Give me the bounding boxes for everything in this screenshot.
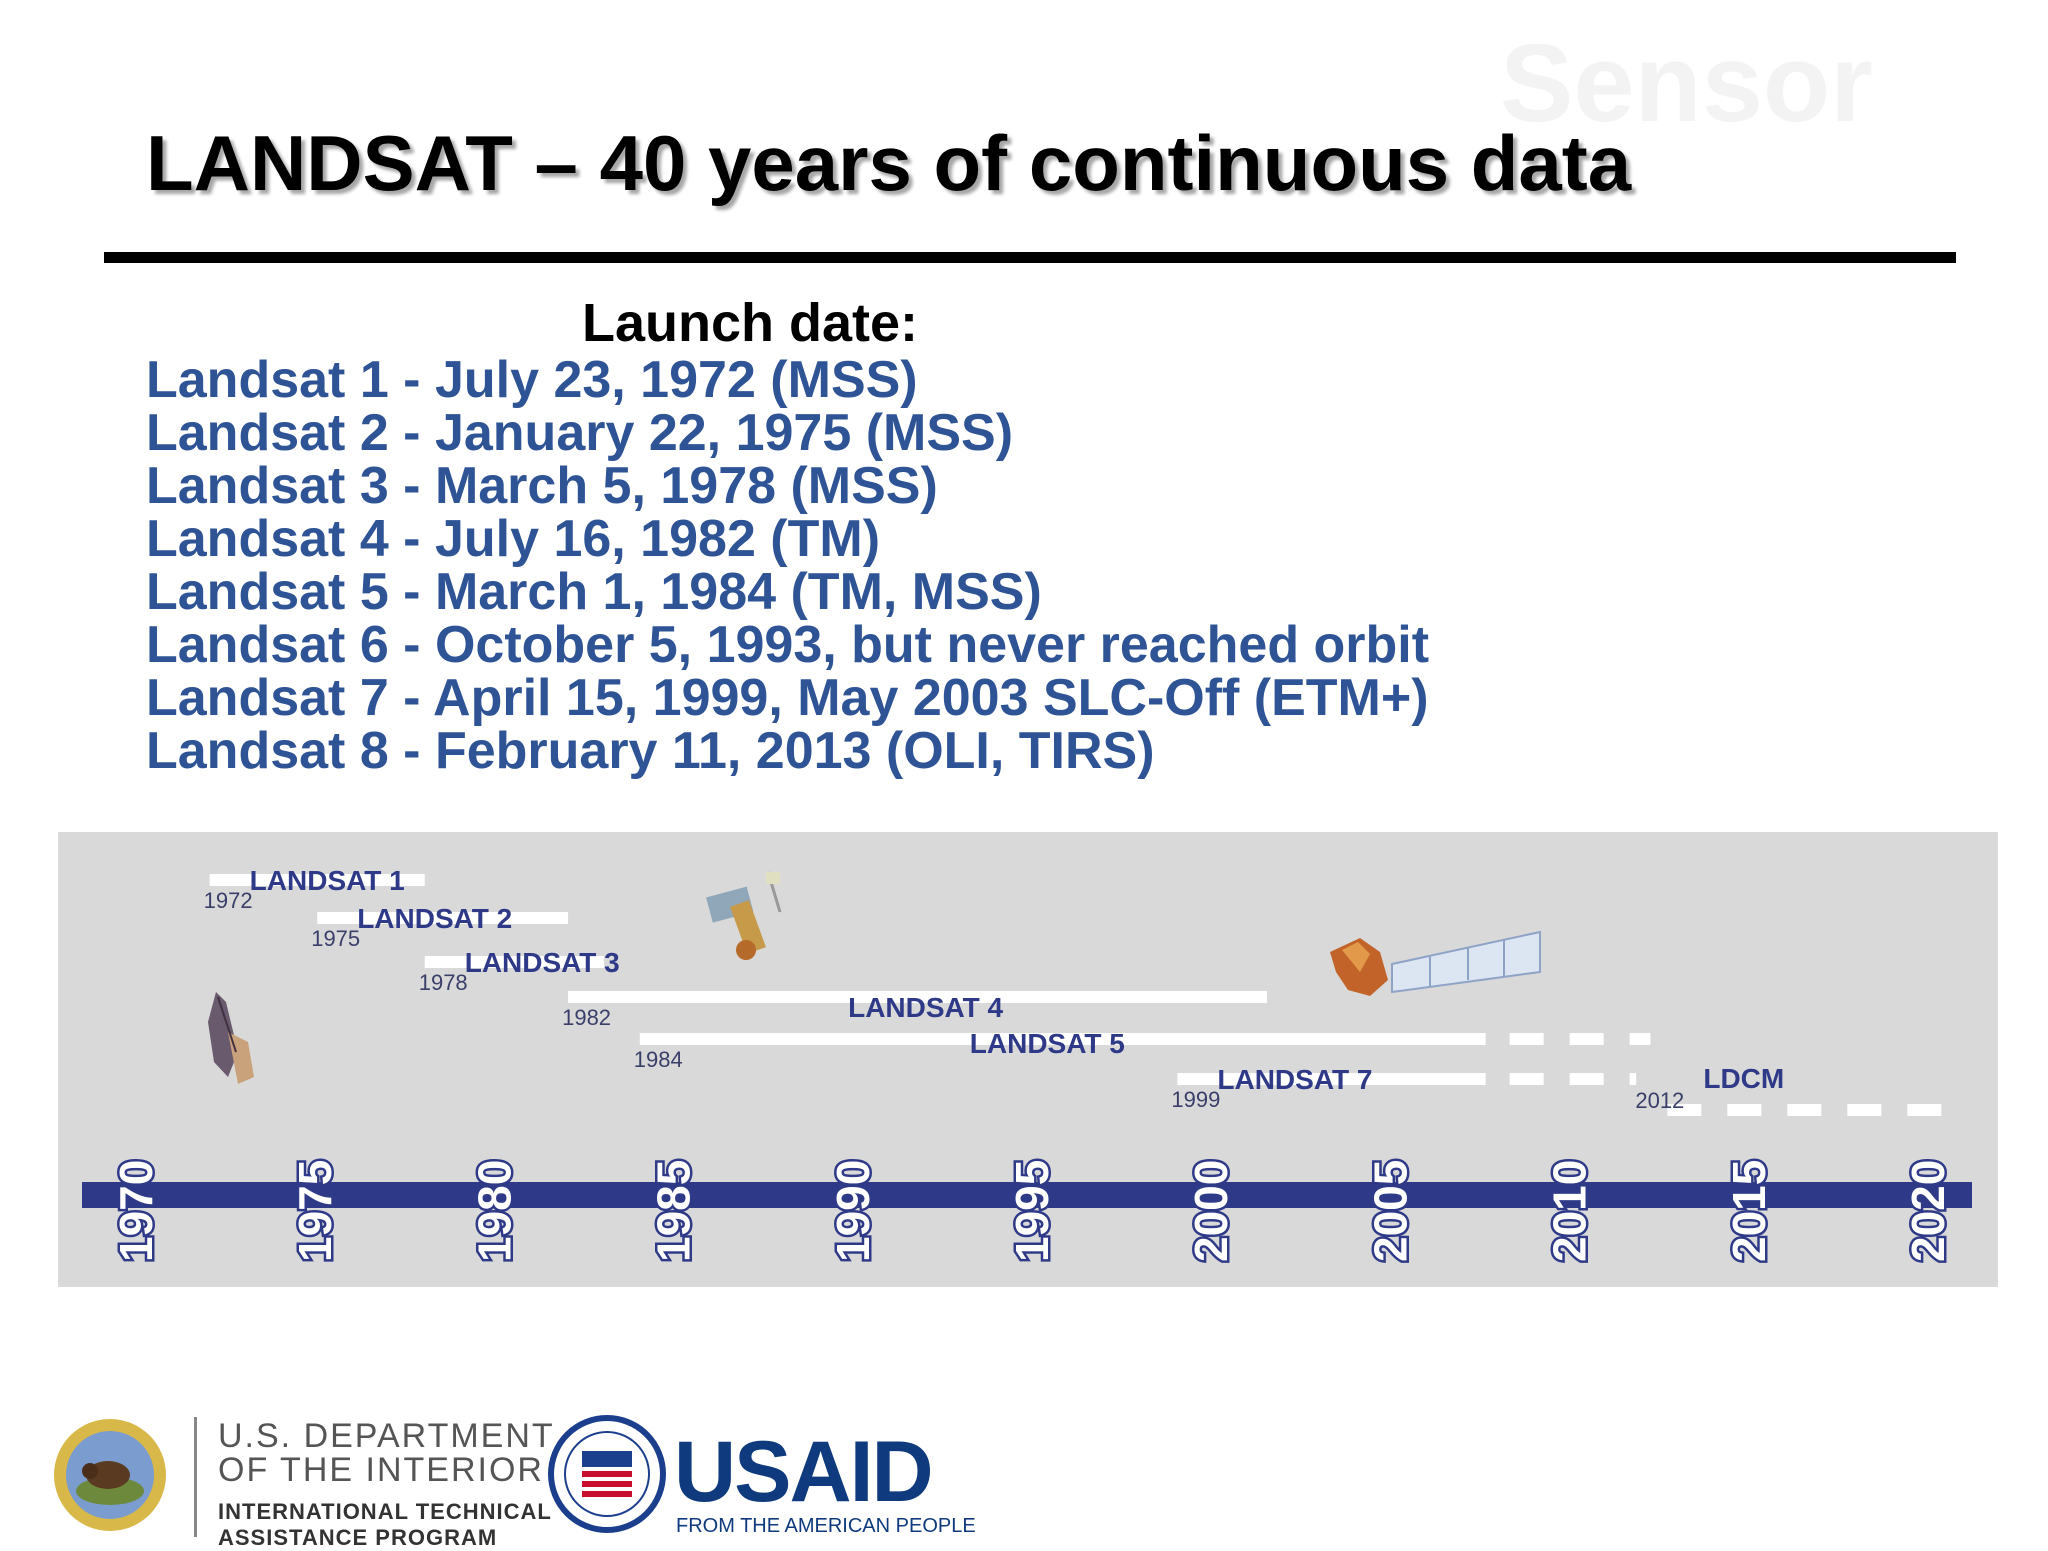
- satellite-landsat4-icon: [706, 871, 782, 960]
- landsat-4-label: LANDSAT 4: [848, 992, 1003, 1023]
- landsat-4-bar: [568, 991, 1268, 1003]
- title-divider: [104, 252, 1956, 263]
- launch-item-landsat-7: Landsat 7 - April 15, 1999, May 2003 SLC…: [146, 669, 1429, 727]
- launch-item-landsat-6: Landsat 6 - October 5, 1993, but never r…: [146, 616, 1430, 674]
- landsat-5-bar: [639, 1033, 1486, 1045]
- usaid-seal-icon: [548, 1415, 666, 1533]
- doi-line-3: INTERNATIONAL TECHNICAL: [218, 1499, 552, 1524]
- landsat-2-start-year: 1975: [311, 926, 360, 951]
- landsat-2-label: LANDSAT 2: [357, 903, 512, 934]
- satellite-landsat1-icon: [208, 992, 254, 1084]
- axis-year-2020: 2020: [1902, 1160, 1954, 1262]
- axis-year-1970: 1970: [110, 1160, 162, 1262]
- footer-logos: U.S. DEPARTMENT OF THE INTERIOR INTERNAT…: [0, 1395, 2048, 1550]
- doi-line-4: ASSISTANCE PROGRAM: [218, 1525, 498, 1550]
- launch-item-landsat-1: Landsat 1 - July 23, 1972 (MSS): [146, 351, 918, 409]
- axis-year-1990: 1990: [827, 1160, 879, 1262]
- landsat-4-start-year: 1982: [562, 1005, 611, 1030]
- slide-title: LANDSAT – 40 years of continuous data: [146, 119, 1632, 207]
- launch-item-landsat-4: Landsat 4 - July 16, 1982 (TM): [146, 510, 881, 568]
- doi-seal-icon: [54, 1419, 166, 1531]
- launch-item-landsat-3: Landsat 3 - March 5, 1978 (MSS): [146, 457, 938, 515]
- axis-year-1975: 1975: [289, 1160, 341, 1262]
- launch-date-list: Landsat 1 - July 23, 1972 (MSS) Landsat …: [146, 354, 1429, 778]
- axis-year-1995: 1995: [1006, 1160, 1058, 1262]
- background-watermark: Sensor: [1500, 22, 1873, 145]
- landsat-7-start-year: 1999: [1171, 1087, 1220, 1112]
- usaid-tagline: FROM THE AMERICAN PEOPLE: [676, 1515, 976, 1537]
- landsat-1-bar: [209, 874, 425, 886]
- launch-item-landsat-8: Landsat 8 - February 11, 2013 (OLI, TIRS…: [146, 722, 1155, 780]
- landsat-7-bar: [1177, 1073, 1486, 1085]
- launch-item-landsat-2: Landsat 2 - January 22, 1975 (MSS): [146, 404, 1014, 462]
- doi-line-2: OF THE INTERIOR: [218, 1451, 544, 1489]
- doi-wordmark: U.S. DEPARTMENT OF THE INTERIOR INTERNAT…: [218, 1419, 555, 1551]
- ldcm-start-year: 2012: [1635, 1088, 1684, 1113]
- axis-year-2005: 2005: [1364, 1160, 1416, 1262]
- landsat-5-start-year: 1984: [634, 1047, 683, 1072]
- landsat-5-label: LANDSAT 5: [970, 1028, 1125, 1059]
- footer-divider: [194, 1417, 197, 1537]
- landsat-3-label: LANDSAT 3: [465, 947, 620, 978]
- axis-year-2000: 2000: [1185, 1160, 1237, 1262]
- axis-year-1985: 1985: [648, 1160, 700, 1262]
- doi-line-1: U.S. DEPARTMENT: [218, 1417, 555, 1455]
- axis-year-1980: 1980: [468, 1160, 520, 1262]
- landsat-1-label: LANDSAT 1: [250, 865, 405, 896]
- landsat-3-bar: [424, 956, 604, 968]
- landsat-timeline: LANDSAT 1 1972 LANDSAT 2 1975 LANDSAT 3 1978 L…: [58, 832, 1998, 1287]
- ldcm-label: LDCM: [1703, 1063, 1784, 1094]
- landsat-1-start-year: 1972: [204, 888, 253, 913]
- usaid-wordmark: USAID: [674, 1424, 934, 1520]
- axis-year-2015: 2015: [1723, 1160, 1775, 1262]
- landsat-3-start-year: 1978: [419, 970, 468, 995]
- landsat-7-label: LANDSAT 7: [1217, 1064, 1372, 1095]
- axis-year-2010: 2010: [1544, 1160, 1596, 1262]
- launch-date-heading: Launch date:: [582, 293, 919, 353]
- landsat-2-bar: [317, 912, 569, 924]
- satellite-landsat7-icon: [1330, 930, 1541, 996]
- timeline-axis-band: [82, 1182, 1972, 1208]
- launch-item-landsat-5: Landsat 5 - March 1, 1984 (TM, MSS): [146, 563, 1042, 621]
